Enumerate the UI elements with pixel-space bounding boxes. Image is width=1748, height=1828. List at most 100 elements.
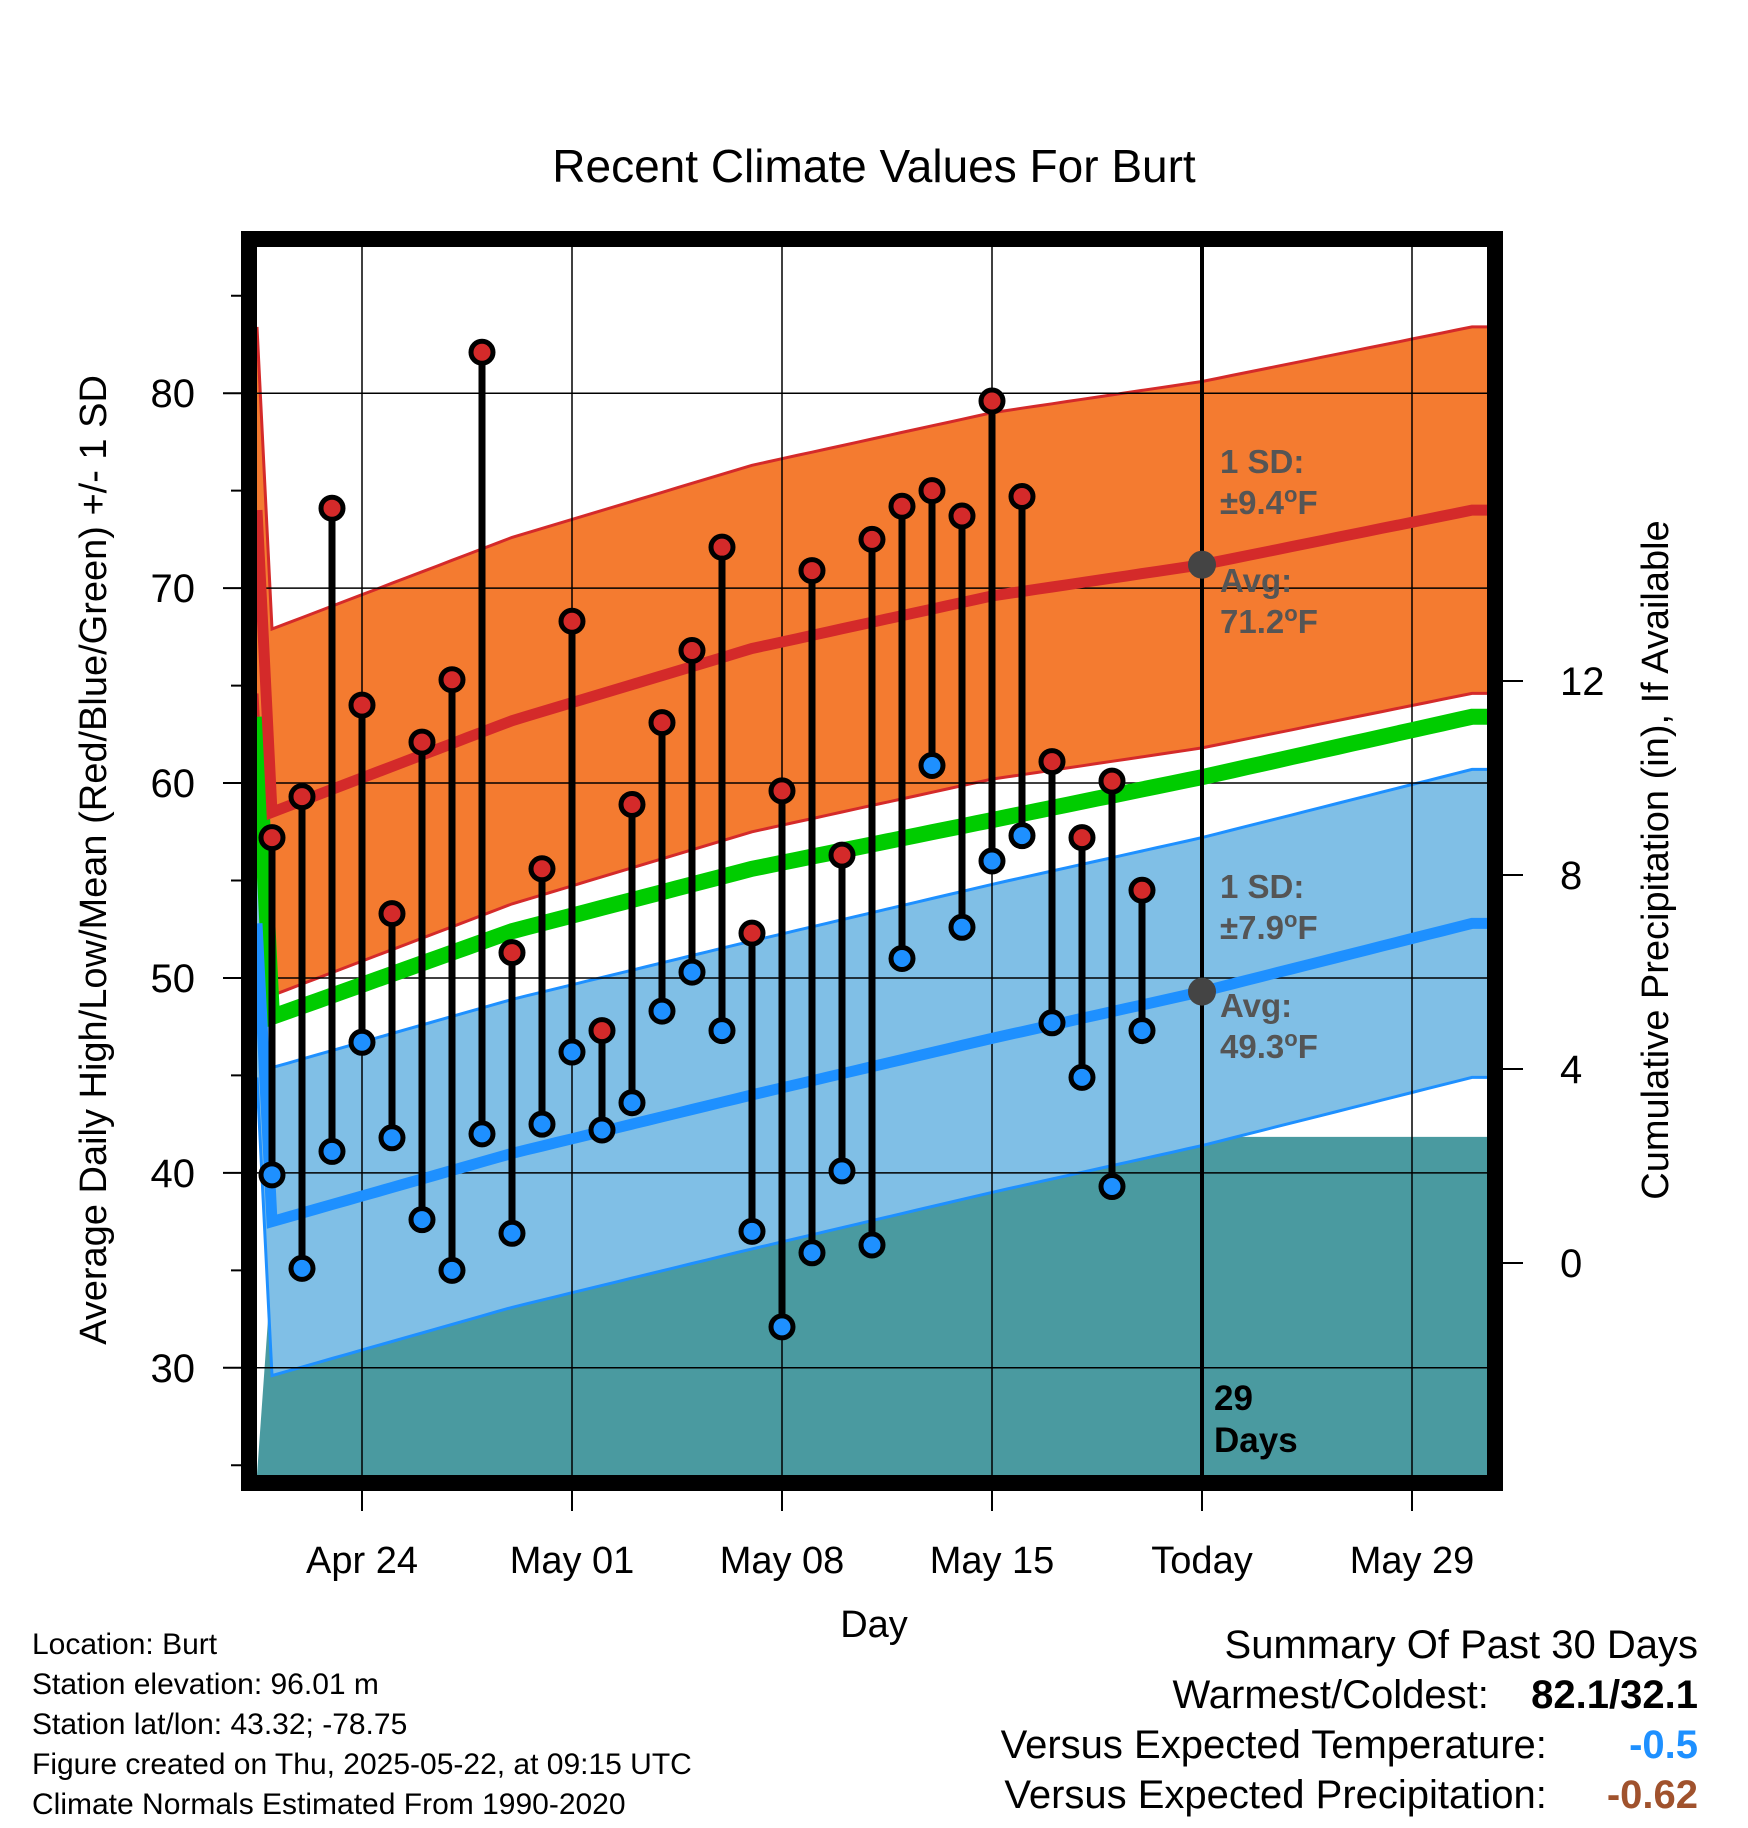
days-count-label: 29 [1214,1379,1253,1418]
daily-low-point [738,1217,766,1245]
daily-high-point [888,492,916,520]
high-avg-label: Avg: [1220,562,1292,599]
daily-low-point [438,1256,466,1284]
daily-high-point [648,709,676,737]
daily-low-point [1008,822,1036,850]
daily-low-point [948,913,976,941]
y-tick-label: 80 [151,372,196,416]
y-tick-label: 70 [151,567,196,611]
warm-cold-label: Warmest/Coldest: [1172,1673,1489,1717]
precip-row: Versus Expected Precipitation: -0.62 [1001,1770,1698,1820]
daily-low-point [1098,1173,1126,1201]
location-text: Location: Burt [32,1628,218,1661]
low-sd-value: ±7.9oF [1220,907,1318,946]
daily-high-point [1128,876,1156,904]
y-tick-label: 50 [151,957,196,1001]
days-word-label: Days [1214,1421,1298,1460]
y-tick-label: 60 [151,762,196,806]
station-info: Location: Burt Station elevation: 96.01 … [32,1625,692,1825]
y2-tick-label: 8 [1560,854,1582,898]
daily-high-point [1098,767,1126,795]
daily-high-point [558,607,586,635]
x-tick-label: Today [1151,1540,1252,1582]
plot-frame [241,231,1503,1491]
axes: 30 40 50 60 70 80 0 4 8 12 Apr 24 May 01 May 08 May 1… [151,231,1605,1582]
x-axis-label: Day [840,1604,908,1646]
low-avg-label: Avg: [1220,987,1292,1024]
today-low-marker [1188,977,1216,1006]
daily-low-point [678,958,706,986]
daily-high-point [438,666,466,694]
daily-low-point [1068,1063,1096,1091]
x-tick-label: May 01 [510,1540,635,1582]
daily-low-point [888,944,916,972]
daily-low-point [558,1038,586,1066]
summary-panel: Summary Of Past 30 Days Warmest/Coldest:… [1001,1620,1698,1820]
daily-high-point [1008,482,1036,510]
daily-low-point [918,751,946,779]
temp-row: Versus Expected Temperature: -0.5 [1001,1720,1698,1770]
precip-value: -0.62 [1606,1773,1698,1817]
daily-low-point [1038,1009,1066,1037]
daily-high-point [738,919,766,947]
y-axis-label: Average Daily High/Low/Mean (Red/Blue/Gr… [73,375,115,1345]
daily-high-point [858,525,886,553]
daily-low-point [348,1028,376,1056]
y2-tick-label: 4 [1560,1048,1582,1092]
high-sd-value: ±9.4oF [1220,482,1318,521]
daily-high-point [708,533,736,561]
daily-high-point [1038,748,1066,776]
low-avg-value: 49.3oF [1220,1026,1318,1065]
daily-low-point [978,847,1006,875]
x-tick-label: May 15 [930,1540,1055,1582]
daily-low-point [378,1124,406,1152]
daily-low-point [588,1116,616,1144]
chart-title: Recent Climate Values For Burt [552,140,1196,192]
daily-high-point [468,338,496,366]
daily-low-point [648,997,676,1025]
daily-high-point [918,477,946,505]
x-tick-label: Apr 24 [306,1540,418,1582]
created-text: Figure created on Thu, 2025-05-22, at 09… [32,1748,692,1781]
daily-high-point [828,841,856,869]
y-tick-label: 40 [151,1152,196,1196]
daily-low-point [468,1120,496,1148]
high-sd-upper-line [255,325,1487,632]
temp-value: -0.5 [1629,1723,1698,1767]
y2-tick-label: 0 [1560,1242,1582,1286]
daily-high-point [288,783,316,811]
daily-high-point [948,502,976,530]
daily-low-point [618,1089,646,1117]
daily-low-point [528,1110,556,1138]
daily-high-point [318,494,346,522]
daily-high-point [408,728,436,756]
y2-tick-label: 12 [1560,660,1605,704]
daily-high-point [798,557,826,585]
high-avg-value: 71.2oF [1220,601,1318,640]
daily-low-point [1128,1017,1156,1045]
daily-low-point [708,1017,736,1045]
daily-high-point [588,1017,616,1045]
daily-high-point [618,790,646,818]
elevation-text: Station elevation: 96.01 m [32,1668,379,1701]
daily-low-point [798,1239,826,1267]
daily-low-point [828,1157,856,1185]
warm-cold-value: 82.1/32.1 [1531,1673,1698,1717]
daily-high-point [528,855,556,883]
daily-low-point [858,1231,886,1259]
today-high-marker [1188,550,1216,579]
daily-high-point [678,636,706,664]
latlon-text: Station lat/lon: 43.32; -78.75 [32,1708,408,1741]
x-tick-label: May 29 [1350,1540,1475,1582]
low-sd-label: 1 SD: [1220,868,1304,905]
y-tick-label: 30 [151,1347,196,1391]
daily-high-point [258,824,286,852]
daily-high-point [348,691,376,719]
daily-low-point [318,1137,346,1165]
daily-high-point [978,387,1006,415]
high-sd-label: 1 SD: [1220,443,1304,480]
normals-text: Climate Normals Estimated From 1990-2020 [32,1788,626,1821]
daily-low-point [288,1254,316,1282]
